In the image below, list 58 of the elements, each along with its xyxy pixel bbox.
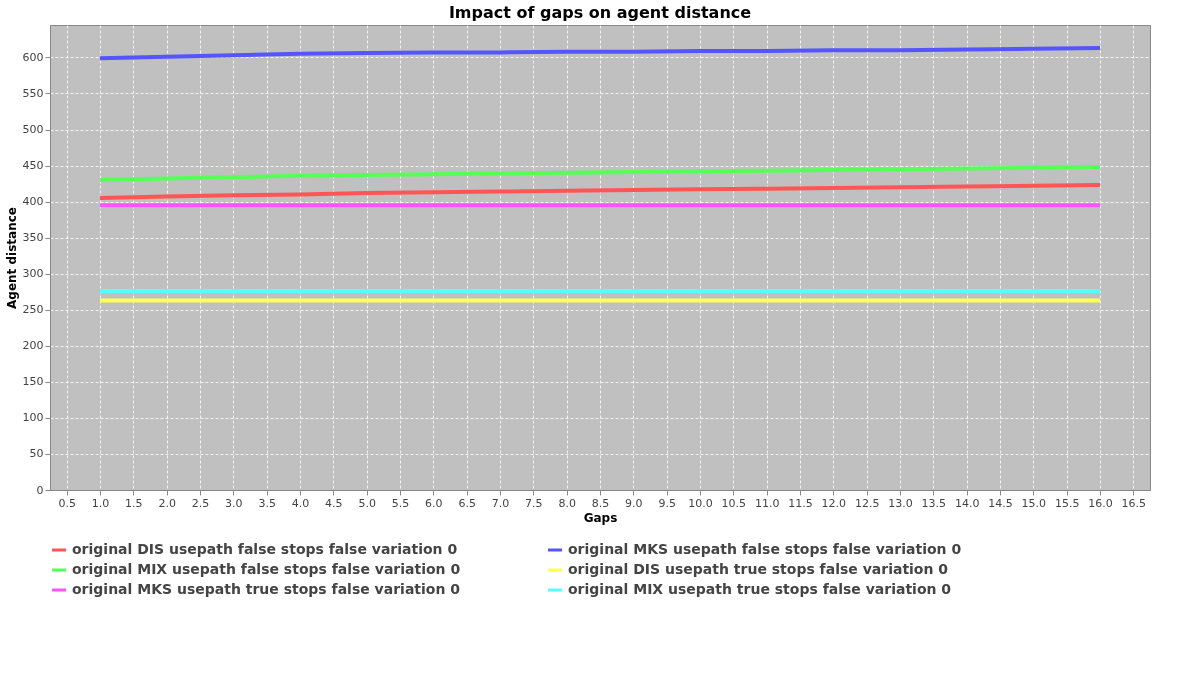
x-axis-title: Gaps	[583, 510, 618, 525]
x-tick-label: 10.5	[721, 496, 747, 510]
line-series	[98, 165, 1102, 182]
legend-label: original DIS usepath true stops false variation 0	[568, 561, 949, 577]
chart-title: Impact of gaps on agent distance	[448, 3, 752, 22]
x-tick-label: 14.5	[988, 496, 1013, 510]
y-tick-label: 50	[29, 447, 44, 461]
x-tick-label: 8.0	[558, 496, 576, 510]
y-tick-label: 350	[22, 231, 44, 245]
y-axis-title: Agent distance	[4, 207, 19, 309]
y-tick-label: 0	[36, 483, 44, 497]
x-tick-label: 4.0	[291, 496, 310, 510]
x-tick-label: 4.5	[325, 496, 343, 510]
x-tick-label: 6.5	[458, 496, 476, 510]
x-tick-label: 12.0	[821, 496, 847, 510]
y-tick-label: 500	[22, 123, 44, 137]
x-tick-label: 11.0	[754, 496, 780, 510]
legend-label: original DIS usepath false stops false variation 0	[72, 541, 458, 557]
x-tick-label: 7.5	[525, 496, 543, 510]
x-tick-label: 1.5	[125, 496, 143, 510]
legend-label: original MKS usepath false stops false variation 0	[568, 541, 962, 557]
x-tick-label: 5.0	[358, 496, 376, 510]
y-tick-label: 250	[22, 303, 44, 317]
line-series	[98, 183, 1102, 201]
legend-label: original MIX usepath true stops false variation 0	[568, 581, 952, 597]
y-tick-label: 200	[22, 339, 44, 353]
legend-label: original MIX usepath false stops false variation 0	[72, 561, 461, 577]
x-tick-label: 15.0	[1021, 496, 1047, 510]
legend-label: original MKS usepath true stops false variation 0	[72, 581, 461, 597]
x-tick-label: 13.0	[888, 496, 913, 510]
x-tick-label: 12.5	[854, 496, 880, 510]
x-tick-label: 9.5	[658, 496, 676, 510]
x-tick-label: 0.5	[58, 496, 76, 510]
x-tick-label: 5.5	[391, 496, 410, 510]
y-tick-label: 150	[22, 375, 44, 389]
y-tick-label: 300	[22, 267, 44, 281]
x-tick-label: 2.5	[191, 496, 210, 510]
x-tick-label: 7.0	[491, 496, 510, 510]
x-tick-label: 3.0	[225, 496, 243, 510]
x-tick-label: 15.5	[1054, 496, 1080, 510]
x-tick-label: 14.0	[954, 496, 980, 510]
x-tick-label: 16.5	[1121, 496, 1147, 510]
x-tick-label: 13.5	[921, 496, 947, 510]
y-tick-label: 550	[22, 86, 44, 100]
y-tick-label: 600	[22, 50, 44, 64]
x-tick-label: 1.0	[91, 496, 110, 510]
line-series	[98, 46, 1102, 61]
x-tick-label: 16.0	[1088, 496, 1113, 510]
x-tick-label: 6.0	[425, 496, 443, 510]
x-tick-label: 11.5	[788, 496, 813, 510]
x-tick-label: 2.0	[158, 496, 176, 510]
x-tick-label: 10.0	[688, 496, 713, 510]
y-tick-label: 450	[22, 159, 44, 173]
y-tick-label: 100	[22, 411, 44, 425]
x-tick-label: 3.5	[258, 496, 276, 510]
y-tick-label: 400	[22, 195, 44, 209]
x-tick-label: 8.5	[591, 496, 610, 510]
x-tick-label: 9.0	[625, 496, 643, 510]
